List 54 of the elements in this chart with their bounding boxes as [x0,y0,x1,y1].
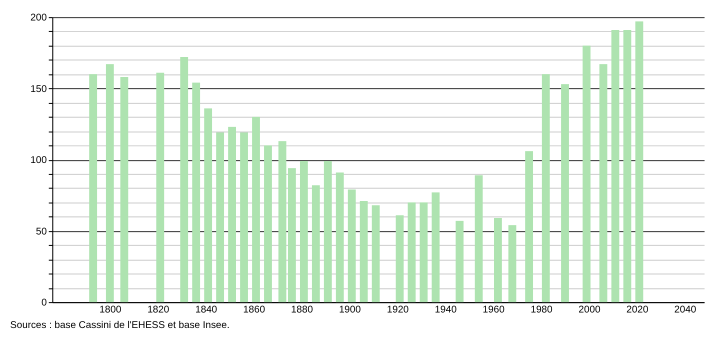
bar [312,185,320,302]
bar [623,30,632,302]
bar [348,190,356,302]
bar [106,64,114,302]
x-tick-label: 2020 [626,304,649,316]
y-tick-label: 100 [30,155,48,166]
x-tick-label: 1980 [530,304,554,316]
bar [156,72,164,302]
x-tick-label: 1940 [434,304,458,316]
bar [611,30,620,302]
x-tick-label: 2000 [578,304,601,316]
y-tick-label: 50 [36,226,48,238]
bar [582,46,591,302]
x-tick-label: 1920 [386,304,410,316]
bar [372,205,380,302]
bar [432,192,440,302]
x-tick-label: 1840 [195,304,218,316]
x-tick-label: 1820 [147,304,170,316]
bar [494,218,502,302]
x-tick-label: 1900 [338,304,362,316]
x-tick-label: 1800 [99,304,122,316]
bar [420,202,428,302]
bar [216,132,224,302]
x-tick-label: 1860 [243,304,266,316]
bar [336,172,344,302]
y-tick-label: 0 [41,298,48,309]
bar [408,202,416,302]
bar [635,21,644,302]
bar [396,215,404,302]
bar [252,116,260,302]
bar [192,82,200,302]
bar [599,64,608,302]
source-note: Sources : base Cassini de l'EHESS et base Insee. [10,320,230,331]
bar [542,74,550,302]
bar [474,175,483,302]
bar [180,57,188,302]
bar [89,74,98,302]
x-tick-label: 2040 [674,304,697,316]
bar [300,161,308,302]
x-tick-label: 1880 [291,304,314,316]
bar [508,225,516,302]
bar [228,126,236,302]
bar [360,200,368,302]
bar [456,220,464,302]
bar [324,161,332,302]
bar [525,151,534,302]
bar [120,76,128,302]
bar [264,145,272,302]
bar [561,84,569,302]
y-tick-label: 200 [30,12,48,24]
bar [204,108,212,302]
y-tick-label: 150 [30,84,48,95]
x-tick-label: 1960 [482,304,506,316]
bar [240,132,248,302]
